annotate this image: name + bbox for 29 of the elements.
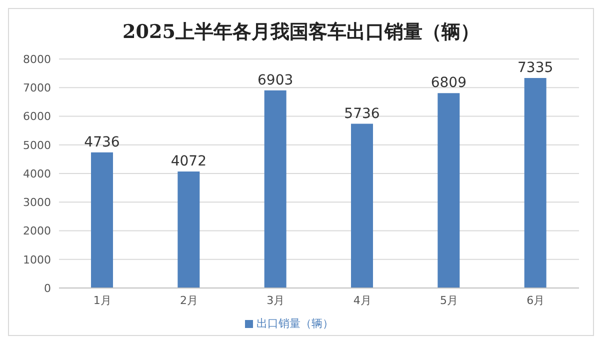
y-tick-label: 7000 xyxy=(23,82,51,95)
bar xyxy=(524,78,546,288)
legend-label: 出口销量（辆） xyxy=(256,317,334,330)
y-tick-label: 2000 xyxy=(23,224,51,238)
x-tick-label: 6月 xyxy=(526,294,545,307)
data-label: 4736 xyxy=(84,134,120,150)
x-tick-label: 5月 xyxy=(440,294,458,307)
bar xyxy=(351,124,373,288)
y-tick-label: 4000 xyxy=(23,167,51,180)
y-tick-label: 0 xyxy=(44,282,51,295)
y-tick-label: 1000 xyxy=(23,253,51,266)
data-label: 5736 xyxy=(344,106,380,122)
y-tick-label: 6000 xyxy=(23,110,51,124)
x-tick-label: 4月 xyxy=(353,294,372,307)
x-tick-label: 2月 xyxy=(180,294,198,307)
data-label: 6903 xyxy=(258,72,294,88)
y-tick-label: 5000 xyxy=(23,138,51,152)
data-label: 7335 xyxy=(518,60,554,76)
x-tick-label: 3月 xyxy=(266,294,285,307)
chart-title: 2025上半年各月我国客车出口销量（辆） xyxy=(122,20,480,45)
data-label: 6809 xyxy=(430,75,466,92)
x-tick-label: 1月 xyxy=(93,294,112,307)
bar xyxy=(178,171,200,288)
bar xyxy=(438,93,460,288)
y-tick-label: 3000 xyxy=(23,196,51,210)
bar xyxy=(91,152,113,288)
y-tick-label: 8000 xyxy=(23,52,51,66)
data-label: 4072 xyxy=(170,153,206,170)
bar xyxy=(264,90,286,288)
